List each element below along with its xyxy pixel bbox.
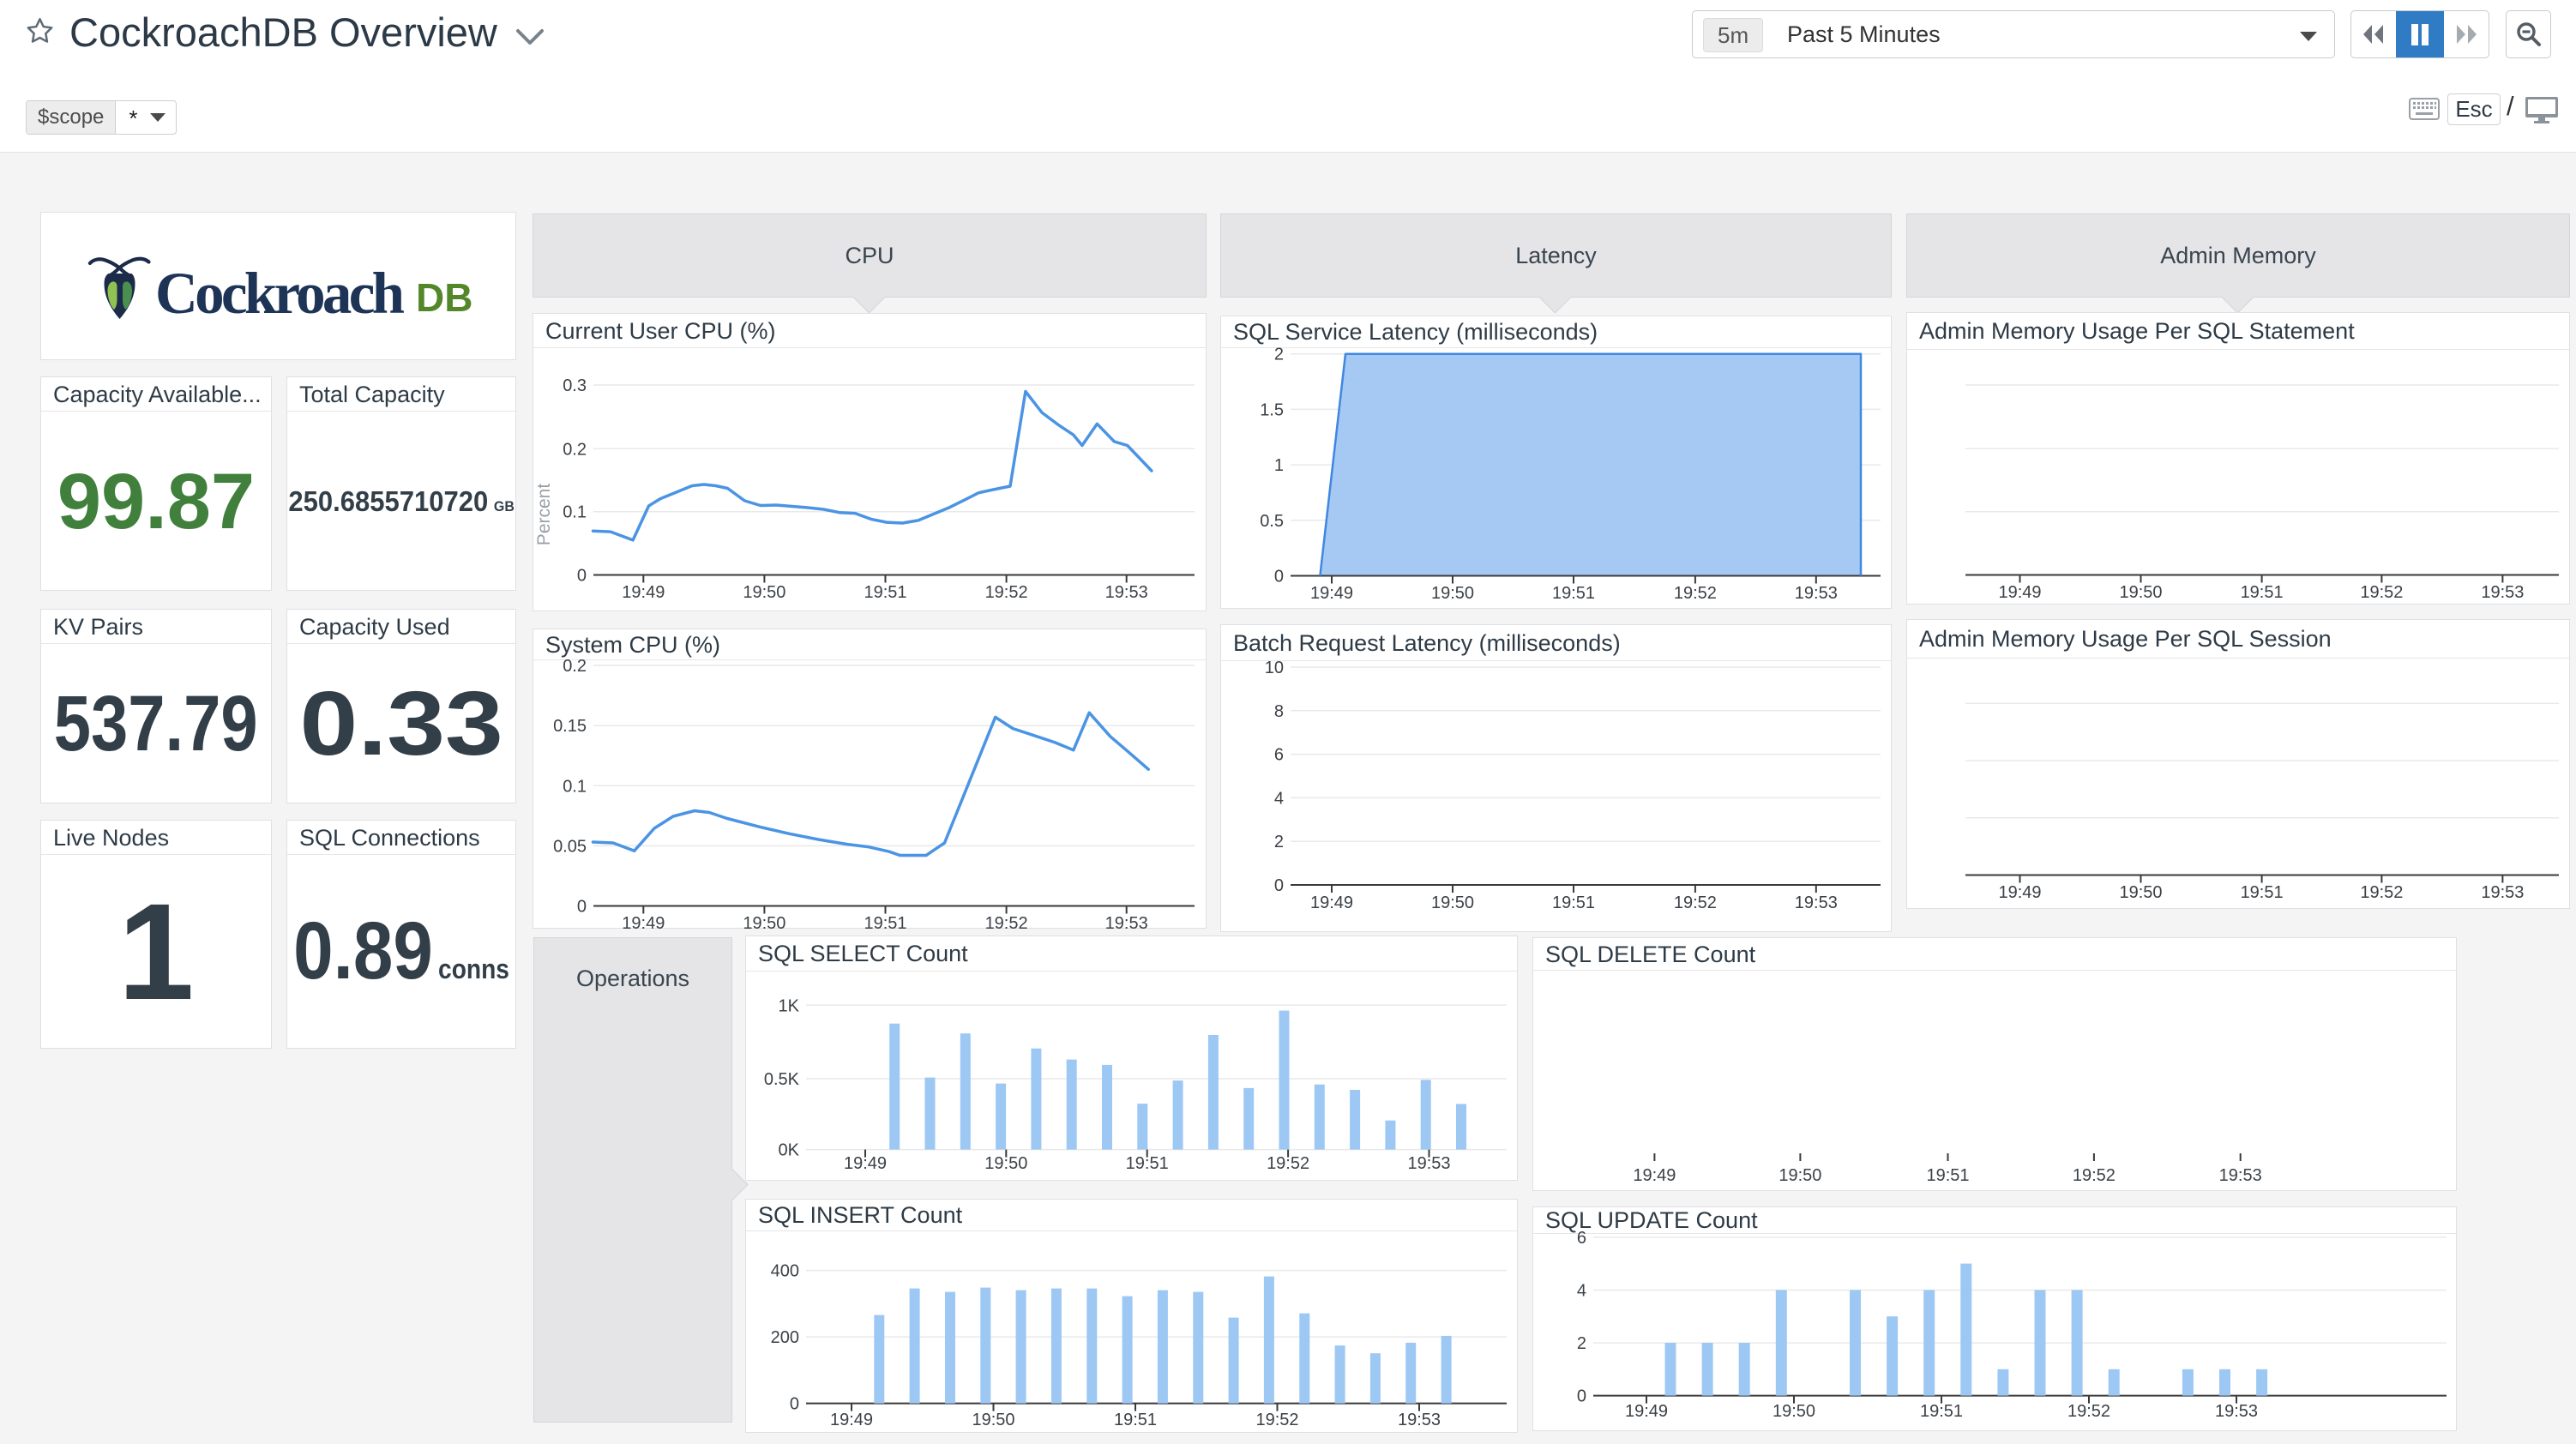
svg-text:19:49: 19:49 — [1998, 883, 2041, 902]
svg-text:4: 4 — [1274, 789, 1284, 808]
svg-text:19:51: 19:51 — [1126, 1154, 1169, 1173]
svg-text:Cockroach: Cockroach — [155, 261, 405, 324]
svg-text:19:50: 19:50 — [2119, 583, 2162, 602]
svg-text:19:50: 19:50 — [1431, 893, 1474, 912]
svg-text:0.05: 0.05 — [553, 837, 587, 856]
svg-text:19:52: 19:52 — [2073, 1166, 2116, 1185]
svg-text:19:51: 19:51 — [2241, 883, 2284, 902]
svg-text:1K: 1K — [779, 996, 800, 1015]
svg-text:0.5: 0.5 — [1260, 512, 1284, 531]
svg-text:0: 0 — [1577, 1387, 1586, 1406]
svg-text:19:49: 19:49 — [622, 583, 665, 602]
svg-text:19:51: 19:51 — [1552, 584, 1595, 603]
svg-text:19:50: 19:50 — [743, 914, 785, 933]
svg-text:200: 200 — [771, 1328, 799, 1347]
svg-text:0.3: 0.3 — [563, 376, 587, 395]
svg-text:2: 2 — [1274, 346, 1284, 364]
svg-text:19:53: 19:53 — [2215, 1402, 2258, 1421]
svg-text:19:49: 19:49 — [1310, 584, 1353, 603]
svg-text:10: 10 — [1265, 659, 1284, 677]
svg-text:19:50: 19:50 — [972, 1411, 1014, 1429]
svg-text:19:51: 19:51 — [864, 583, 906, 602]
svg-text:1: 1 — [1274, 456, 1284, 475]
svg-text:0.5K: 0.5K — [764, 1070, 800, 1089]
svg-text:Percent: Percent — [534, 484, 554, 546]
svg-text:400: 400 — [771, 1262, 799, 1281]
svg-text:8: 8 — [1274, 702, 1284, 721]
svg-text:19:52: 19:52 — [985, 914, 1028, 933]
svg-text:19:53: 19:53 — [1407, 1154, 1450, 1173]
svg-text:2: 2 — [1577, 1334, 1586, 1353]
svg-text:19:52: 19:52 — [1267, 1154, 1309, 1173]
svg-text:4: 4 — [1577, 1282, 1586, 1301]
svg-text:1.5: 1.5 — [1260, 400, 1284, 419]
svg-text:19:52: 19:52 — [1255, 1411, 1298, 1429]
svg-text:19:51: 19:51 — [1920, 1402, 1963, 1421]
svg-text:19:52: 19:52 — [2360, 583, 2403, 602]
svg-text:19:50: 19:50 — [1431, 584, 1474, 603]
svg-text:19:50: 19:50 — [1779, 1166, 1821, 1185]
svg-text:19:49: 19:49 — [830, 1411, 873, 1429]
svg-text:19:53: 19:53 — [1795, 893, 1838, 912]
svg-text:0.2: 0.2 — [563, 657, 587, 676]
svg-text:0K: 0K — [779, 1141, 800, 1160]
svg-text:19:51: 19:51 — [1114, 1411, 1157, 1429]
svg-text:19:53: 19:53 — [1105, 583, 1148, 602]
svg-text:19:52: 19:52 — [2360, 883, 2403, 902]
svg-text:19:52: 19:52 — [1674, 584, 1717, 603]
svg-text:19:49: 19:49 — [1998, 583, 2041, 602]
svg-text:19:50: 19:50 — [743, 583, 785, 602]
svg-text:19:49: 19:49 — [1625, 1402, 1668, 1421]
svg-text:19:50: 19:50 — [984, 1154, 1027, 1173]
svg-text:0: 0 — [1274, 568, 1284, 587]
svg-text:19:51: 19:51 — [1926, 1166, 1969, 1185]
svg-text:6: 6 — [1577, 1229, 1586, 1248]
svg-text:19:51: 19:51 — [2241, 583, 2284, 602]
svg-text:19:53: 19:53 — [2481, 883, 2524, 902]
svg-text:0: 0 — [577, 898, 587, 917]
svg-text:19:51: 19:51 — [1552, 893, 1595, 912]
svg-text:19:53: 19:53 — [2481, 583, 2524, 602]
svg-text:0: 0 — [1274, 876, 1284, 895]
svg-text:19:52: 19:52 — [1674, 893, 1717, 912]
svg-text:19:53: 19:53 — [2219, 1166, 2262, 1185]
svg-text:0.1: 0.1 — [563, 777, 587, 796]
svg-text:2: 2 — [1274, 833, 1284, 851]
svg-text:19:49: 19:49 — [1310, 893, 1353, 912]
svg-text:19:51: 19:51 — [864, 914, 906, 933]
svg-text:19:52: 19:52 — [2067, 1402, 2110, 1421]
svg-text:DB: DB — [416, 275, 472, 320]
svg-text:0.2: 0.2 — [563, 440, 587, 459]
svg-text:19:50: 19:50 — [2119, 883, 2162, 902]
svg-text:6: 6 — [1274, 746, 1284, 765]
svg-text:0.15: 0.15 — [553, 717, 587, 736]
svg-text:19:52: 19:52 — [985, 583, 1028, 602]
svg-text:19:53: 19:53 — [1398, 1411, 1441, 1429]
svg-text:19:53: 19:53 — [1795, 584, 1838, 603]
svg-text:19:49: 19:49 — [844, 1154, 887, 1173]
svg-text:19:49: 19:49 — [1633, 1166, 1676, 1185]
svg-text:0.1: 0.1 — [563, 503, 587, 522]
svg-text:0: 0 — [577, 567, 587, 586]
svg-text:0: 0 — [790, 1395, 799, 1414]
svg-text:19:53: 19:53 — [1105, 914, 1148, 933]
svg-text:19:50: 19:50 — [1773, 1402, 1815, 1421]
svg-text:19:49: 19:49 — [622, 914, 665, 933]
